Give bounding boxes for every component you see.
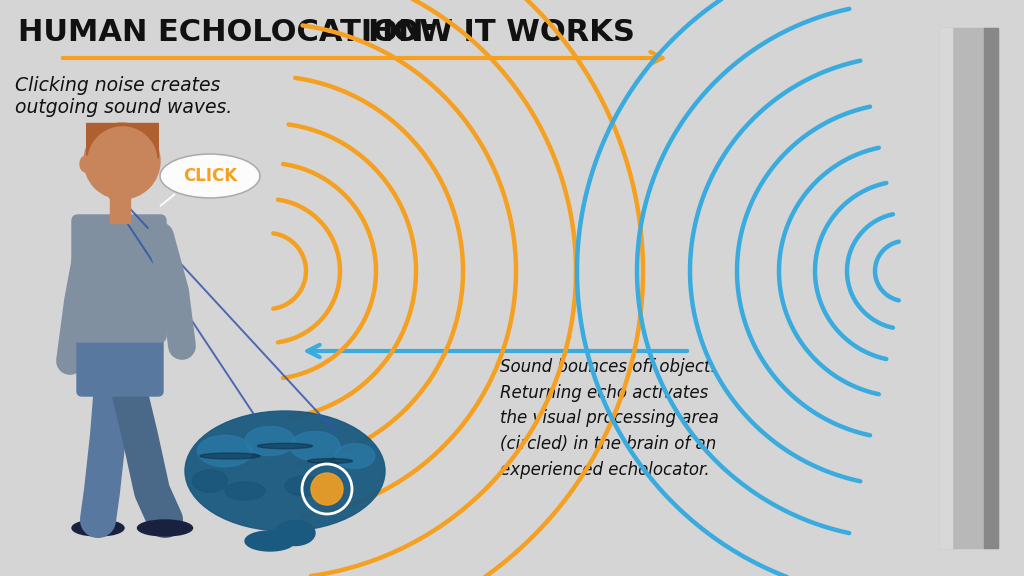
Text: HUMAN ECHOLOCATION:: HUMAN ECHOLOCATION:: [18, 18, 446, 47]
Ellipse shape: [290, 431, 340, 461]
Bar: [940, 28, 952, 548]
Ellipse shape: [80, 156, 92, 172]
Ellipse shape: [160, 154, 260, 198]
Bar: [984, 28, 998, 548]
Text: outgoing sound waves.: outgoing sound waves.: [15, 98, 232, 117]
Text: Clicking noise creates: Clicking noise creates: [15, 76, 220, 95]
Bar: [940, 28, 998, 548]
Circle shape: [311, 473, 343, 505]
Text: Sound bounces off object.
Returning echo activates
the visual processing area
(c: Sound bounces off object. Returning echo…: [500, 358, 719, 479]
Bar: [110, 193, 130, 223]
FancyBboxPatch shape: [77, 326, 163, 396]
Ellipse shape: [137, 520, 193, 536]
Ellipse shape: [285, 476, 325, 496]
Ellipse shape: [193, 470, 227, 492]
Text: CLICK: CLICK: [183, 167, 238, 185]
Ellipse shape: [225, 482, 265, 500]
Ellipse shape: [185, 411, 385, 531]
Ellipse shape: [275, 521, 315, 545]
Ellipse shape: [200, 453, 260, 459]
Circle shape: [84, 123, 160, 199]
FancyBboxPatch shape: [72, 215, 166, 342]
Text: HOW IT WORKS: HOW IT WORKS: [368, 18, 635, 47]
Ellipse shape: [245, 426, 295, 456]
Ellipse shape: [307, 458, 352, 464]
Polygon shape: [160, 194, 175, 206]
Ellipse shape: [335, 444, 375, 468]
Ellipse shape: [72, 520, 124, 536]
Ellipse shape: [257, 444, 312, 449]
Ellipse shape: [245, 531, 295, 551]
Ellipse shape: [198, 435, 253, 467]
